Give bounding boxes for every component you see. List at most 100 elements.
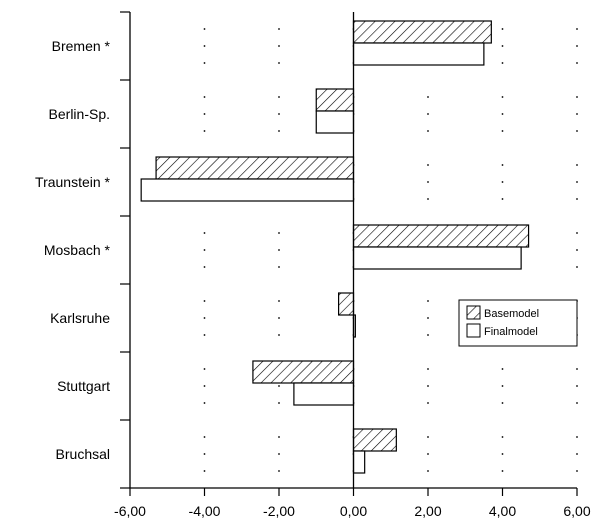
- grid-dot: [576, 45, 578, 47]
- grid-dot: [278, 470, 280, 472]
- grid-dot: [427, 470, 429, 472]
- category-label: Karlsruhe: [50, 310, 110, 326]
- grid-dot: [203, 317, 206, 319]
- grid-dot: [278, 436, 280, 438]
- grid-dot: [576, 28, 578, 30]
- grid-dot: [278, 28, 280, 30]
- category-label: Bruchsal: [56, 446, 110, 462]
- legend-swatch-finalmodel: [466, 323, 481, 338]
- grid-dot: [203, 368, 206, 370]
- grid-dot: [576, 436, 578, 438]
- grid-dot: [501, 96, 504, 98]
- grid-dot: [278, 300, 280, 302]
- grid-dot: [203, 300, 206, 302]
- grid-dot: [501, 453, 504, 455]
- bar-basemodel-6: [352, 428, 397, 452]
- grid-dot: [427, 402, 429, 404]
- grid-dot: [576, 198, 578, 200]
- grid-dot: [501, 470, 504, 472]
- grid-dot: [576, 385, 578, 387]
- grid-dot: [576, 164, 578, 166]
- bar-basemodel-2: [155, 156, 355, 180]
- grid-dot: [278, 130, 280, 132]
- bar-basemodel-0: [352, 20, 492, 44]
- grid-dot: [576, 453, 578, 455]
- grid-dot: [501, 368, 504, 370]
- bar-finalmodel-1: [315, 110, 355, 134]
- grid-dot: [203, 402, 206, 404]
- grid-dot: [576, 181, 578, 183]
- grid-dot: [203, 113, 206, 115]
- grid-dot: [278, 385, 280, 387]
- grid-dot: [501, 436, 504, 438]
- legend-label-finalmodel: Finalmodel: [484, 326, 538, 338]
- grid-dot: [501, 385, 504, 387]
- grid-dot: [501, 113, 504, 115]
- grid-dot: [427, 130, 429, 132]
- grid-dot: [278, 113, 280, 115]
- category-label: Berlin-Sp.: [49, 106, 110, 122]
- grid-dot: [576, 402, 578, 404]
- grid-dot: [427, 334, 429, 336]
- category-label: Stuttgart: [57, 378, 110, 394]
- grid-dot: [427, 164, 429, 166]
- grid-dot: [278, 402, 280, 404]
- grid-dot: [427, 113, 429, 115]
- legend: Basemodel Finalmodel: [458, 299, 578, 347]
- legend-swatch-basemodel: [466, 305, 481, 320]
- grid-dot: [576, 96, 578, 98]
- grid-dot: [203, 28, 206, 30]
- x-tick-label: 4,00: [489, 503, 516, 519]
- grid-dot: [278, 62, 280, 64]
- grid-dot: [501, 198, 504, 200]
- bar-finalmodel-6: [352, 450, 366, 474]
- grid-dot: [203, 334, 206, 336]
- bar-basemodel-5: [252, 360, 355, 384]
- grid-dot: [203, 385, 206, 387]
- grid-dot: [576, 368, 578, 370]
- category-label: Traunstein *: [35, 174, 111, 190]
- grid-dot: [501, 45, 504, 47]
- grid-dot: [427, 300, 429, 302]
- grid-dot: [576, 232, 578, 234]
- grid-dot: [501, 130, 504, 132]
- bar-basemodel-1: [315, 88, 355, 112]
- grid-dot: [576, 130, 578, 132]
- grid-dot: [576, 266, 578, 268]
- grid-dot: [203, 266, 206, 268]
- axes: [120, 11, 578, 496]
- grid-dot: [203, 453, 206, 455]
- grid-dot: [501, 28, 504, 30]
- grid-dot: [501, 181, 504, 183]
- grid-dot: [278, 334, 280, 336]
- legend-label-basemodel: Basemodel: [484, 308, 539, 320]
- grid-dot: [427, 368, 429, 370]
- grid-dot: [203, 62, 206, 64]
- grid-dot: [427, 96, 429, 98]
- bar-finalmodel-3: [352, 246, 522, 270]
- grid-dot: [427, 385, 429, 387]
- grid-dot: [278, 317, 280, 319]
- grid-dot: [427, 453, 429, 455]
- grid-dot: [203, 130, 206, 132]
- grid-dot: [203, 45, 206, 47]
- bar-finalmodel-2: [140, 178, 355, 202]
- grid-dot: [576, 62, 578, 64]
- grid-dot: [576, 249, 578, 251]
- grid-dot: [278, 249, 280, 251]
- grid-dot: [203, 232, 206, 234]
- grid-dot: [278, 96, 280, 98]
- category-label: Bremen *: [52, 38, 111, 54]
- x-tick-label: 6,00: [563, 503, 590, 519]
- grid-dot: [203, 249, 206, 251]
- x-tick-label: -2,00: [263, 503, 295, 519]
- x-tick-label: -6,00: [114, 503, 146, 519]
- x-tick-label: -4,00: [189, 503, 221, 519]
- grid-dot: [427, 436, 429, 438]
- grid-dot: [501, 402, 504, 404]
- grid-dot: [203, 436, 206, 438]
- grid-dot: [576, 470, 578, 472]
- x-tick-label: 0,00: [340, 503, 367, 519]
- grid-dot: [576, 113, 578, 115]
- grid-dot: [427, 317, 429, 319]
